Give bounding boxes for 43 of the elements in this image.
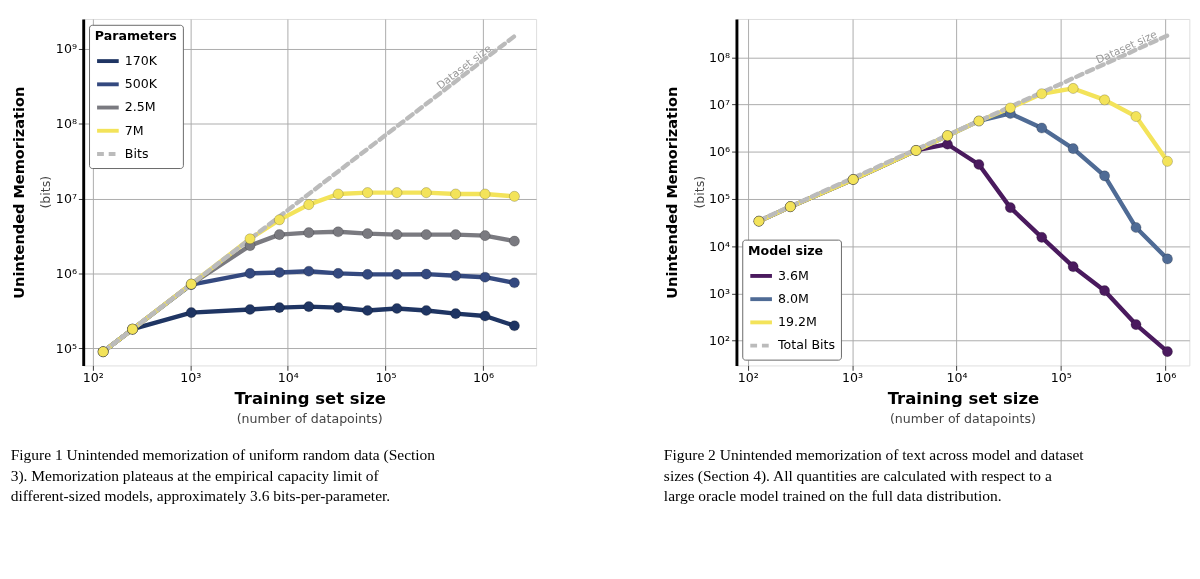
- legend-label: 500K: [124, 76, 158, 92]
- legend-label: 2.5M: [124, 99, 156, 115]
- x-tick-label: 10³: [842, 370, 864, 386]
- caption: Figure 2 Unintended memorization of text across model and dataset sizes (Section 4). All quantities are calculated with respect to a large oracle model trained on the full data distribution.: [663, 446, 1085, 504]
- legend-title: Parameters: [94, 28, 177, 44]
- x-tick-label: 10²: [82, 370, 104, 386]
- y-axis-title: Unintended Memorization: [664, 86, 681, 299]
- y-axis-title: Unintended Memorization: [10, 86, 27, 299]
- x-tick-label: 10⁶: [1155, 370, 1177, 386]
- y-tick-label: 10⁵: [709, 191, 731, 207]
- legend-title: Model size: [748, 243, 824, 259]
- x-tick-label: 10²: [737, 370, 759, 386]
- text: (bits): [38, 175, 54, 209]
- x-tick-label: 10⁶: [472, 370, 495, 386]
- legend-label: Total Bits: [777, 337, 836, 353]
- x-tick-label: 10⁵: [375, 370, 397, 386]
- x-tick-label: 10³: [180, 370, 202, 386]
- y-tick-label: 10⁸: [55, 116, 77, 132]
- legend-label: Bits: [124, 145, 149, 161]
- y-tick-label: 10⁶: [709, 144, 731, 160]
- text: (number of datapoints): [889, 410, 1036, 426]
- x-tick-label: 10⁵: [1050, 370, 1072, 386]
- y-tick-label: 10⁷: [709, 96, 731, 112]
- y-tick-label: 10²: [709, 333, 731, 349]
- y-tick-label: 10⁶: [55, 265, 77, 281]
- y-tick-label: 10⁹: [55, 41, 77, 57]
- legend-label: 170K: [124, 52, 158, 68]
- x-axis-title: Training set size: [887, 388, 1040, 408]
- y-tick-label: 10⁸: [709, 49, 731, 65]
- legend-label: 3.6M: [778, 267, 809, 283]
- y-tick-label: 10⁵: [55, 340, 77, 356]
- x-axis-title: Training set size: [234, 388, 386, 408]
- caption: Figure 1 Unintended memorization of uniform random data (Section 3). Memorization plateaus at the empirical capacity limit of different-sized models, approximately 3.6 bits-per-parameter.: [10, 446, 436, 504]
- legend-label: 8.0M: [778, 291, 809, 307]
- x-tick-label: 10⁴: [277, 370, 299, 386]
- text: (bits): [691, 175, 707, 209]
- text: (number of datapoints): [236, 410, 383, 426]
- y-tick-label: 10³: [709, 285, 731, 301]
- x-tick-label: 10⁴: [946, 370, 968, 386]
- y-tick-label: 10⁷: [55, 190, 77, 206]
- y-tick-label: 10⁴: [709, 238, 731, 254]
- legend-label: 7M: [124, 122, 144, 138]
- legend-label: 19.2M: [778, 314, 817, 330]
